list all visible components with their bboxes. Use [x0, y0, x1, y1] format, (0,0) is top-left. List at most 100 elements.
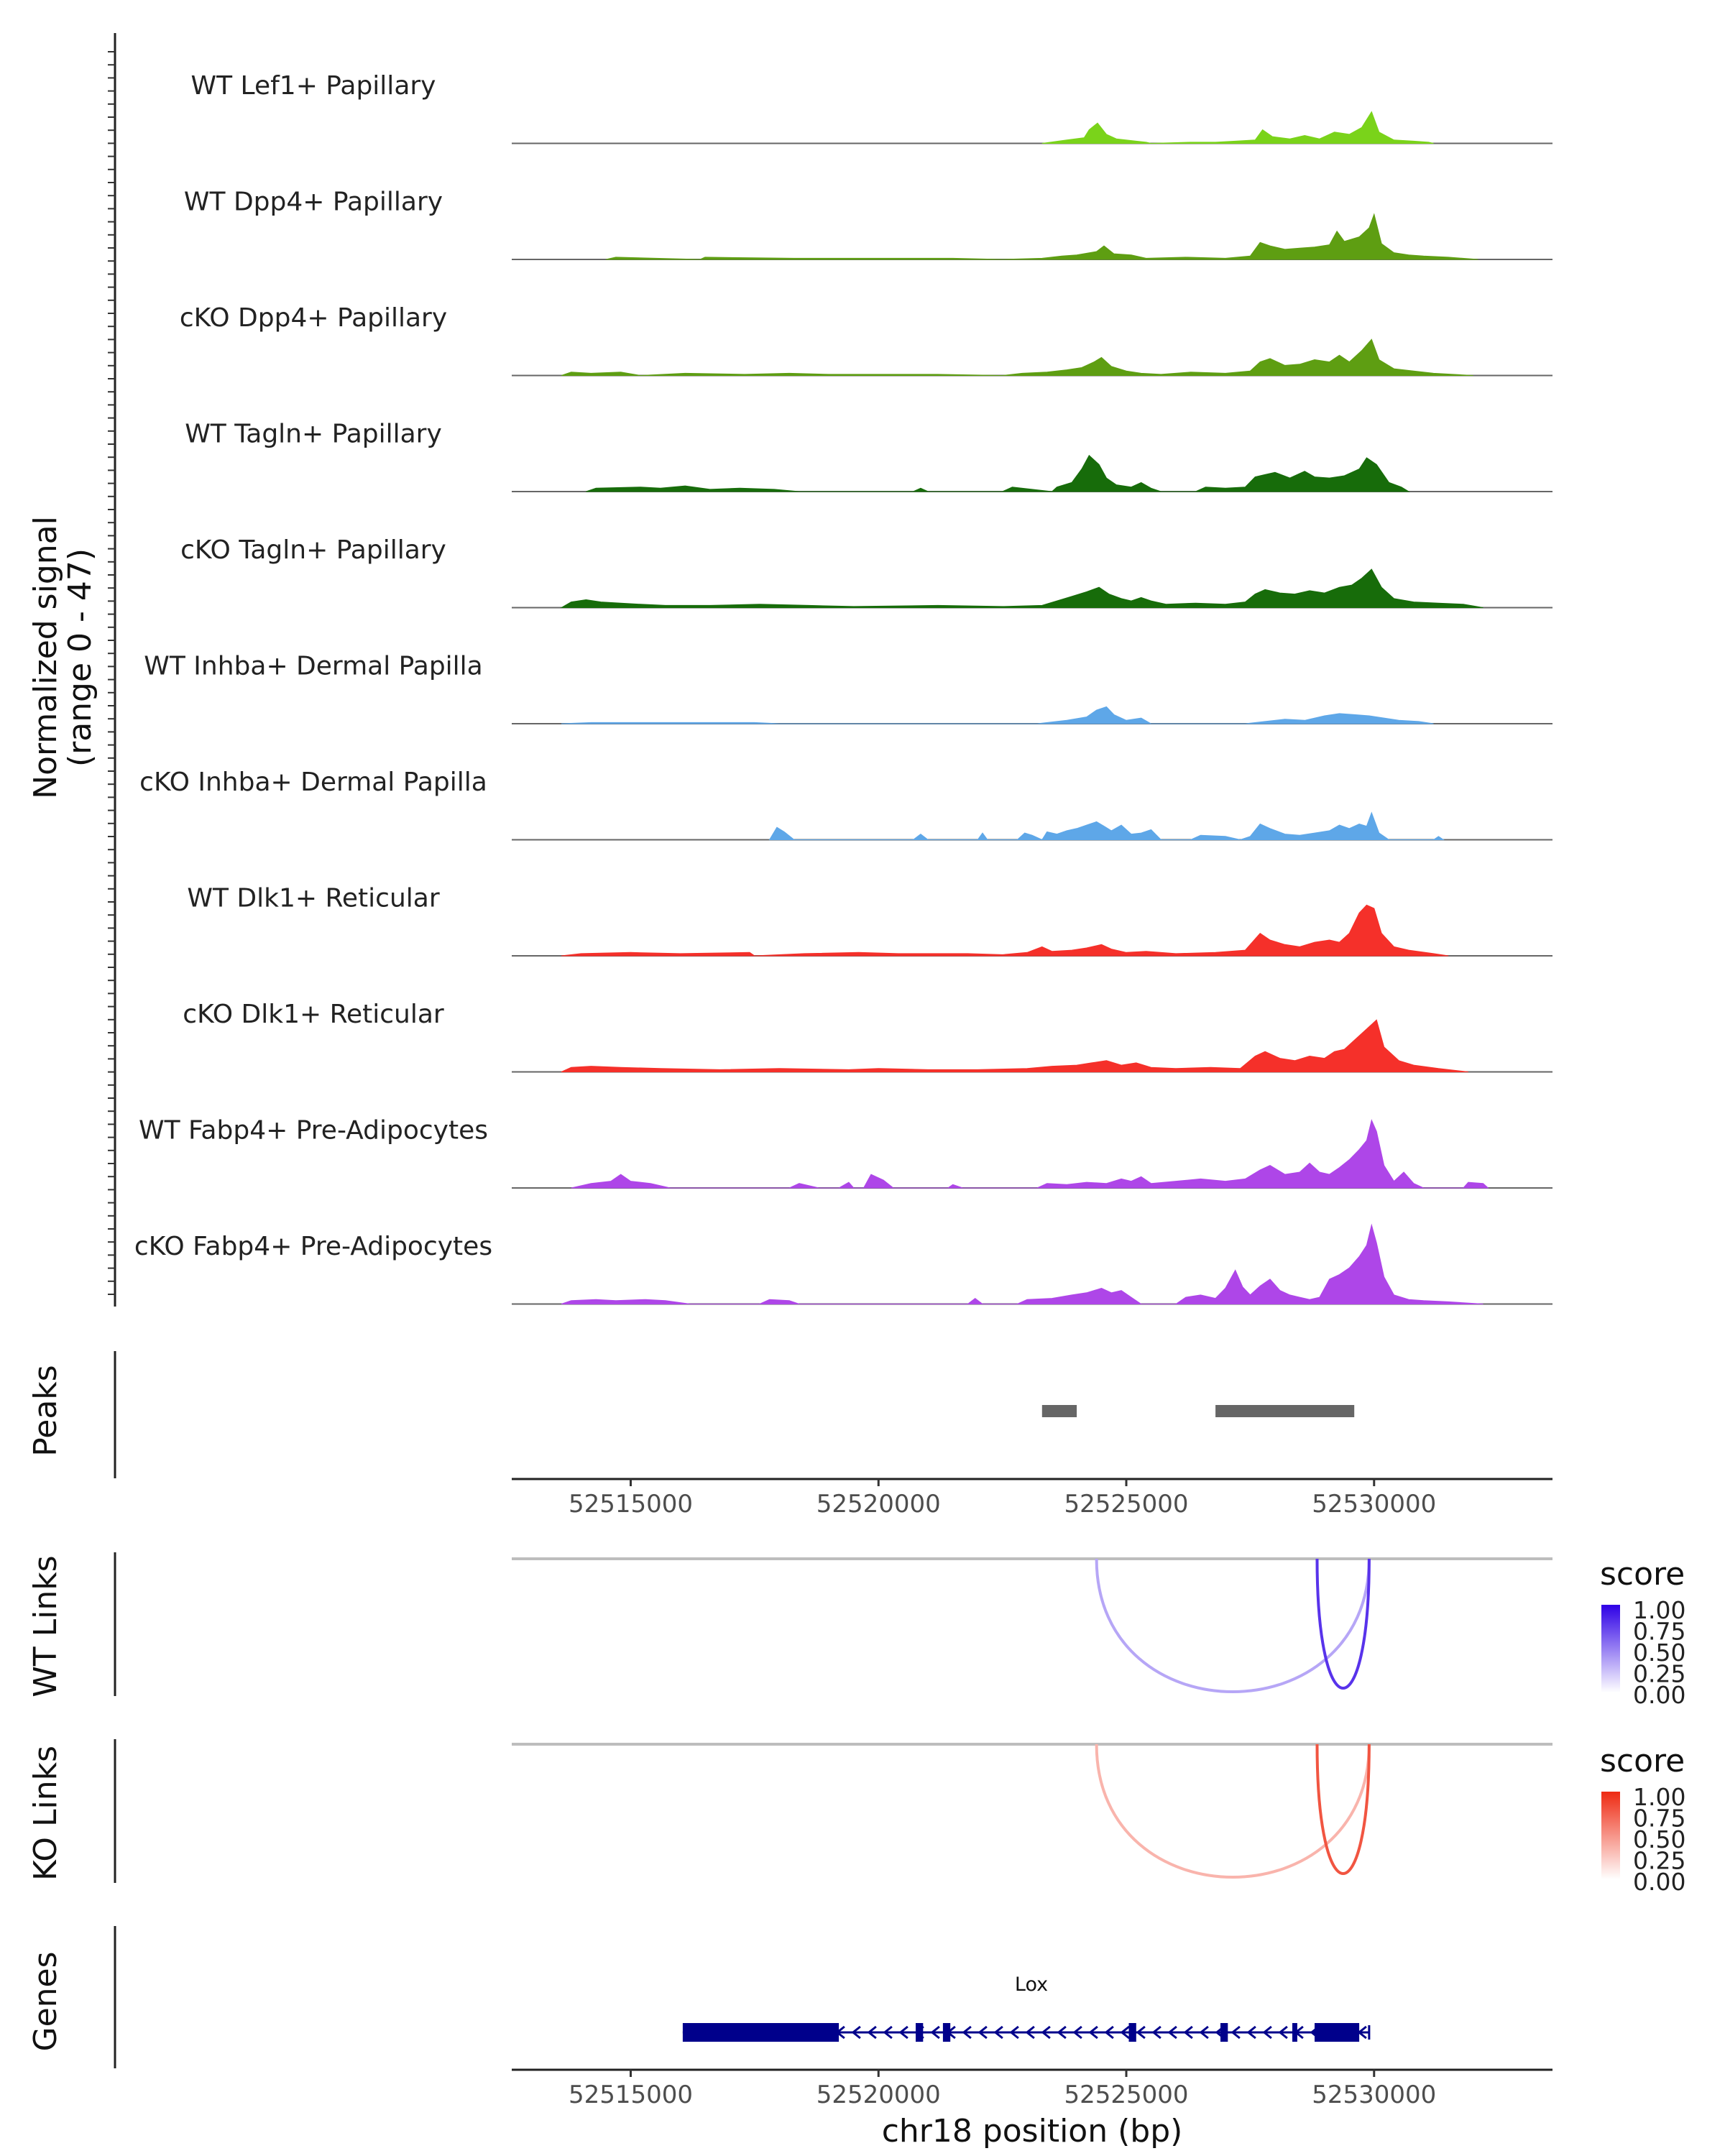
strand-arrow: [1278, 2025, 1288, 2040]
track-wt-lef1-papillary: WT Lef1+ Papillary: [191, 71, 1552, 144]
wt-legend-title: score: [1600, 1556, 1685, 1593]
peaks-label: Peaks: [27, 1365, 64, 1456]
strand-arrow: [1041, 2025, 1051, 2040]
track-wt-inhba-dermal-papilla: WT Inhba+ Dermal Papilla: [144, 652, 1552, 724]
exon-6: [1292, 2023, 1297, 2042]
exon-1: [682, 2023, 840, 2042]
x-tick-label: 52525000: [1064, 2081, 1188, 2109]
coverage-area: [561, 338, 1473, 377]
x-tick-label: 52525000: [1064, 1490, 1188, 1519]
exon-5: [1220, 2023, 1228, 2042]
strand-arrow: [1088, 2025, 1098, 2040]
x-ticks-bottom: 52515000 52520000 52525000 52530000: [569, 2070, 1436, 2109]
strand-arrow: [883, 2025, 893, 2040]
track-wt-tagln-papillary: WT Tagln+ Papillary: [185, 420, 1552, 492]
track-cko-inhba-dermal-papilla: cKO Inhba+ Dermal Papilla: [139, 768, 1552, 841]
legend-tick-label: 0.00: [1633, 1681, 1685, 1709]
exon-4: [1128, 2023, 1136, 2042]
legend-colorbar: [1601, 1605, 1620, 1692]
gene-model: [682, 2023, 1371, 2042]
exon-2: [916, 2023, 924, 2042]
genes-panel: Genes Lox 52515000 52520000 52525000 525300…: [27, 1926, 1552, 2150]
track-cko-dlk1-reticular: cKO Dlk1+ Reticular: [183, 1000, 1552, 1073]
strand-arrow: [1025, 2025, 1035, 2040]
ko-legend-title: score: [1600, 1743, 1685, 1779]
track-cko-tagln-papillary: cKO Tagln+ Papillary: [180, 535, 1552, 609]
strand-arrow: [851, 2025, 861, 2040]
wt-links-panel: WT Links score 1.000.750.500.250.00: [27, 1552, 1685, 1709]
track-label: WT Dpp4+ Papillary: [184, 188, 443, 217]
x-ticks-top: 52515000 52520000 52525000 52530000: [569, 1479, 1436, 1519]
strand-arrow: [1057, 2025, 1067, 2040]
track-label: WT Dlk1+ Reticular: [187, 884, 439, 913]
x-tick-label: 52530000: [1312, 2081, 1436, 2109]
track-wt-dpp4-papillary: WT Dpp4+ Papillary: [184, 188, 1552, 260]
legend-tick-label: 0.50: [1633, 1825, 1685, 1853]
strand-arrow: [1246, 2025, 1256, 2040]
coverage-area: [561, 1019, 1468, 1072]
strand-arrow: [1199, 2025, 1209, 2040]
coverage-area: [605, 213, 1478, 260]
exon-7: [1315, 2023, 1360, 2042]
link-arc-2: [1315, 1558, 1371, 1690]
genes-label: Genes: [27, 1951, 64, 2051]
y-axis-title: Normalized signal (range 0 - 47): [27, 516, 98, 799]
track-wt-dlk1-reticular: WT Dlk1+ Reticular: [187, 884, 1552, 957]
strand-arrow: [1120, 2025, 1130, 2040]
legend-colorbar: [1601, 1792, 1620, 1879]
link-arc-2: [1315, 1743, 1371, 1875]
strand-arrow: [1230, 2025, 1241, 2040]
legend-tick-label: 0.75: [1633, 1618, 1685, 1646]
strand-arrow: [930, 2025, 940, 2040]
ko-links-label: KO Links: [27, 1746, 64, 1881]
strand-arrow: [1009, 2025, 1019, 2040]
strand-arrow: [1151, 2025, 1162, 2040]
track-label: cKO Tagln+ Papillary: [180, 535, 446, 565]
coverage-area: [1041, 111, 1434, 144]
strand-arrow: [1072, 2025, 1082, 2040]
coverage-area: [561, 1223, 1484, 1304]
track-label: cKO Inhba+ Dermal Papilla: [139, 768, 487, 797]
strand-arrow: [1136, 2025, 1146, 2040]
coverage-area: [586, 454, 1410, 492]
strand-arrow: [1183, 2025, 1193, 2040]
ko-links-panel: KO Links score 1.000.750.500.250.00: [27, 1739, 1685, 1896]
peak-1: [1041, 1405, 1077, 1417]
y-axis-label: Normalized signal: [27, 516, 64, 799]
exon-3: [942, 2023, 951, 2042]
strand-arrow: [1262, 2025, 1272, 2040]
track-label: cKO Fabp4+ Pre-Adipocytes: [134, 1232, 492, 1261]
gene-name-label: Lox: [1015, 1973, 1048, 1996]
wt-links-legend: score 1.000.750.500.250.00: [1600, 1556, 1685, 1709]
x-tick-label: 52515000: [569, 1490, 693, 1519]
strand-arrow: [1104, 2025, 1114, 2040]
strand-arrow: [978, 2025, 988, 2040]
strand-arrow: [867, 2025, 877, 2040]
x-tick-label: 52520000: [816, 1490, 941, 1519]
x-tick-label: 52520000: [816, 2081, 941, 2109]
track-label: WT Fabp4+ Pre-Adipocytes: [139, 1116, 488, 1146]
track-label: WT Inhba+ Dermal Papilla: [144, 652, 482, 681]
legend-tick-label: 0.75: [1633, 1805, 1685, 1833]
x-tick-label: 52530000: [1312, 1490, 1436, 1519]
coverage-area: [560, 568, 1484, 608]
ko-links-legend: score 1.000.750.500.250.00: [1600, 1743, 1685, 1896]
link-arc-1: [1095, 1558, 1371, 1694]
x-tick-label: 52515000: [569, 2081, 693, 2109]
coverage-area: [561, 904, 1449, 957]
legend-tick-label: 0.00: [1633, 1868, 1685, 1896]
track-wt-fabp4-pre-adipocytes: WT Fabp4+ Pre-Adipocytes: [139, 1116, 1552, 1189]
strand-arrow: [1167, 2025, 1177, 2040]
strand-arrow: [962, 2025, 972, 2040]
track-label: WT Lef1+ Papillary: [191, 71, 436, 101]
track-cko-dpp4-papillary: cKO Dpp4+ Papillary: [180, 303, 1552, 377]
legend-tick-label: 0.25: [1633, 1660, 1685, 1688]
peak-2: [1215, 1405, 1355, 1417]
peaks-panel: Peaks 52515000 52520000 52525000 52530000: [27, 1351, 1552, 1519]
track-cko-fabp4-pre-adipocytes: cKO Fabp4+ Pre-Adipocytes: [134, 1223, 1552, 1305]
coverage-area: [768, 811, 1445, 841]
track-label: cKO Dpp4+ Papillary: [180, 303, 447, 333]
link-arc-1: [1095, 1743, 1371, 1879]
x-axis-label: chr18 position (bp): [882, 2113, 1183, 2150]
track-label: WT Tagln+ Papillary: [185, 420, 442, 449]
